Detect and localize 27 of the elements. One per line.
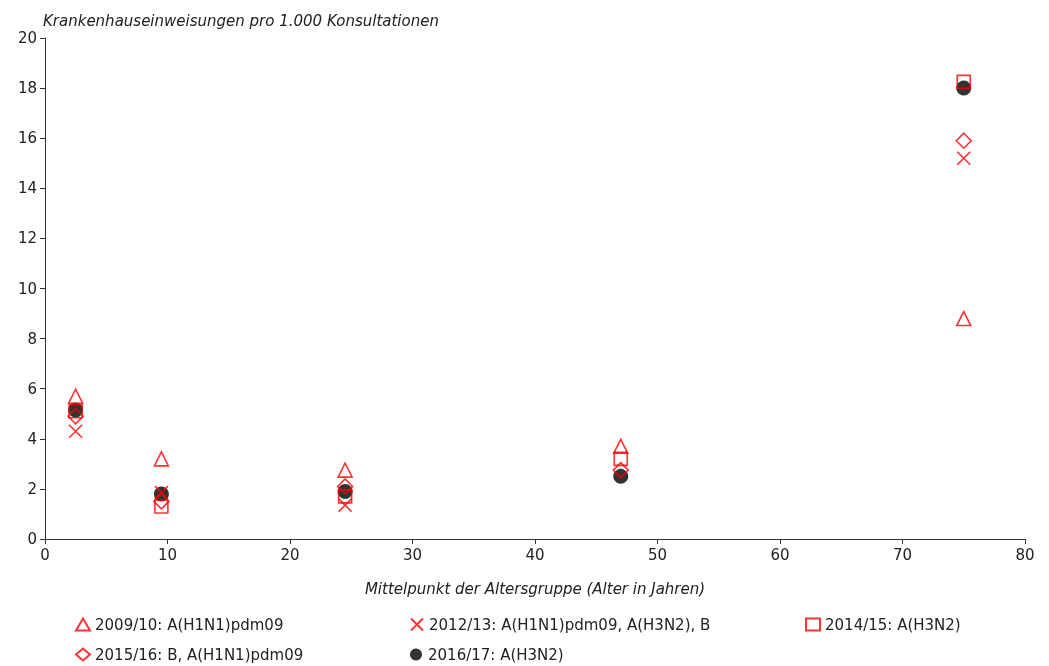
x-tick-label: 60 [770,545,790,564]
y-tick-label: 20 [17,29,37,47]
legend-label: 2015/16: B, A(H1N1)pdm09 [95,645,304,664]
y-tick-label: 6 [27,379,37,398]
x-tick-label: 50 [647,545,668,564]
y-tick-label: 2 [27,479,37,498]
x-tick-label: 30 [402,545,423,564]
x-tick-label: 40 [525,545,545,564]
x-tick-label: 80 [1015,545,1035,564]
y-tick-label: 14 [17,179,37,198]
y-tick-label: 10 [17,279,37,298]
y-tick-label: 12 [17,229,37,248]
x-tick-label: 0 [40,545,50,564]
legend-label: 2012/13: A(H1N1)pdm09, A(H3N2), B [429,615,711,634]
y-axis-title: Krankenhauseinweisungen pro 1.000 Konsultationen [43,11,439,30]
y-tick-label: 0 [27,530,37,548]
y-tick-label: 4 [27,429,37,448]
legend-label: 2016/17: A(H3N2) [428,645,564,664]
x-tick-label: 20 [280,545,300,564]
legend-label: 2009/10: A(H1N1)pdm09 [95,615,284,634]
x-tick-label: 70 [892,545,913,564]
x-tick-label: 10 [157,545,178,564]
legend-label: 2014/15: A(H3N2) [825,615,961,634]
y-tick-label: 8 [27,329,37,348]
y-tick-label: 18 [17,79,37,98]
y-tick-label: 16 [17,129,37,148]
x-axis-title: Mittelpunkt der Altersgruppe (Alter in Jahren) [364,579,706,598]
